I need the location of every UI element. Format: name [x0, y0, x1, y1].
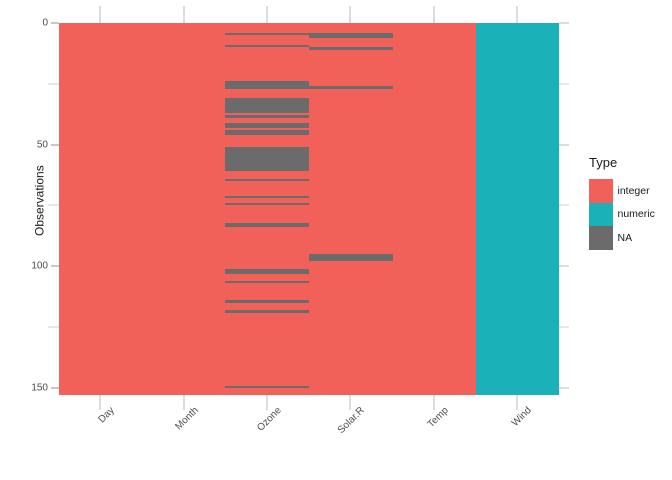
na-stripe-Ozone-rows-10-10	[225, 44, 310, 48]
x-gridline-bottom	[432, 395, 435, 411]
y-axis-title: Observations	[32, 165, 47, 236]
x-gridline-bottom	[182, 395, 185, 411]
na-stripe-Ozone-rows-119-119	[225, 310, 310, 313]
y-minor-gridline-right	[559, 326, 570, 329]
x-gridline-top	[182, 6, 185, 23]
legend-swatch-integer	[589, 179, 613, 203]
legend-label: NA	[617, 231, 633, 244]
x-tick-label-Ozone: Ozone	[255, 405, 284, 434]
x-gridline-top	[99, 6, 102, 23]
x-gridline-top	[516, 6, 519, 23]
x-gridline-bottom	[516, 395, 519, 411]
column-Temp	[392, 23, 477, 396]
y-tick-label-50: 50	[36, 139, 48, 151]
na-stripe-Ozone-rows-42-43	[225, 122, 310, 128]
column-Wind	[475, 23, 560, 396]
y-major-tick	[51, 386, 59, 389]
na-stripe-Ozone-rows-83-84	[225, 222, 310, 228]
na-stripe-Ozone-rows-72-72	[225, 195, 310, 199]
legend-swatch-NA	[589, 226, 613, 250]
x-gridline-bottom	[266, 395, 269, 411]
na-stripe-Ozone-rows-32-37	[225, 98, 310, 114]
na-stripe-Ozone-rows-52-61	[225, 147, 310, 172]
x-gridline-top	[266, 6, 269, 23]
y-major-tick	[51, 265, 59, 268]
legend-item-integer: integer	[589, 179, 655, 203]
na-stripe-Ozone-rows-107-107	[225, 280, 310, 284]
y-minor-gridline-left	[48, 326, 59, 329]
y-tick-label-100: 100	[31, 260, 48, 272]
na-stripe-Ozone-rows-5-5	[225, 32, 310, 36]
y-minor-gridline-left	[48, 82, 59, 85]
y-minor-gridline-right	[559, 82, 570, 85]
x-tick-label-Wind: Wind	[510, 405, 535, 429]
na-stripe-Ozone-rows-75-75	[225, 203, 310, 206]
y-tick-label-150: 150	[31, 382, 48, 394]
x-gridline-top	[432, 6, 435, 23]
na-stripe-Solar.R-rows-96-98	[308, 254, 393, 262]
y-gridline-right	[559, 386, 570, 389]
column-Ozone	[225, 23, 310, 396]
y-minor-gridline-right	[559, 204, 570, 207]
y-major-tick	[51, 143, 59, 146]
na-stripe-Ozone-rows-102-103	[225, 268, 310, 274]
legend-title: Type	[589, 155, 618, 170]
x-tick-label-Month: Month	[172, 405, 201, 433]
legend-swatch-numeric	[589, 202, 613, 226]
y-minor-gridline-left	[48, 204, 59, 207]
na-stripe-Solar.R-rows-11-11	[308, 47, 393, 50]
na-stripe-Ozone-rows-25-27	[225, 81, 310, 89]
y-gridline-right	[559, 22, 570, 24]
na-stripe-Solar.R-rows-27-27	[308, 86, 393, 89]
x-gridline-top	[349, 6, 352, 23]
x-gridline-bottom	[99, 395, 102, 411]
legend: Type integer numeric NA	[589, 155, 655, 250]
na-stripe-Solar.R-rows-5-6	[308, 32, 393, 38]
legend-items: integer numeric NA	[589, 179, 655, 250]
column-Solar.R	[308, 23, 393, 396]
y-gridline-right	[559, 143, 570, 146]
y-tick-label-0: 0	[42, 17, 48, 29]
column-Day	[58, 23, 143, 396]
legend-label: numeric	[617, 208, 655, 221]
plot-panel	[58, 23, 560, 396]
x-tick-label-Temp: Temp	[425, 405, 451, 431]
legend-label: integer	[617, 184, 650, 197]
column-Month	[141, 23, 226, 396]
legend-item-numeric: numeric	[589, 202, 655, 226]
na-stripe-Ozone-rows-115-115	[225, 300, 310, 303]
na-stripe-Ozone-rows-150-150	[225, 385, 310, 388]
y-gridline-right	[559, 265, 570, 268]
y-major-tick	[51, 22, 59, 24]
na-stripe-Ozone-rows-45-46	[225, 130, 310, 135]
legend-item-NA: NA	[589, 226, 655, 250]
na-stripe-Ozone-rows-65-65	[225, 178, 310, 182]
na-stripe-Ozone-rows-39-39	[225, 115, 310, 118]
x-tick-label-Solar.R: Solar.R	[336, 405, 368, 436]
x-gridline-bottom	[349, 395, 352, 411]
